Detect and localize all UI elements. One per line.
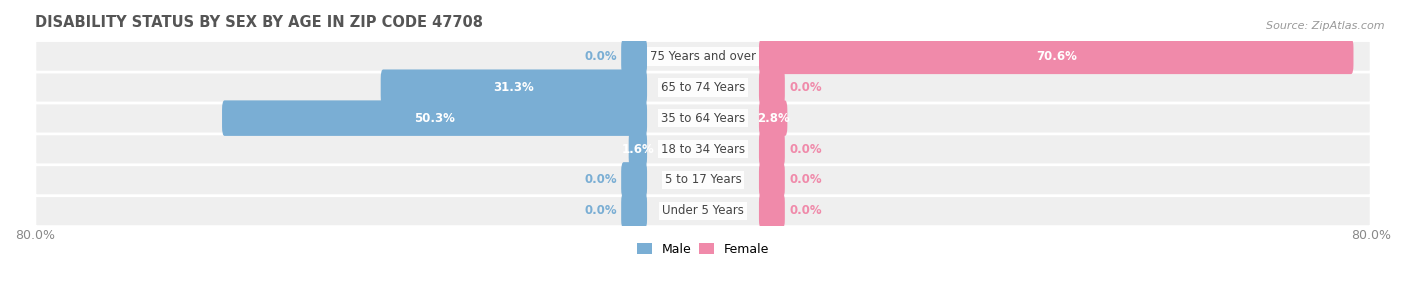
FancyBboxPatch shape [35, 195, 1371, 227]
FancyBboxPatch shape [628, 131, 647, 167]
Text: 1.6%: 1.6% [621, 142, 654, 156]
Text: 0.0%: 0.0% [585, 50, 617, 63]
FancyBboxPatch shape [759, 193, 785, 229]
FancyBboxPatch shape [35, 102, 1371, 134]
Text: 50.3%: 50.3% [415, 112, 456, 125]
Text: DISABILITY STATUS BY SEX BY AGE IN ZIP CODE 47708: DISABILITY STATUS BY SEX BY AGE IN ZIP C… [35, 15, 484, 30]
Text: Source: ZipAtlas.com: Source: ZipAtlas.com [1267, 21, 1385, 31]
FancyBboxPatch shape [759, 162, 785, 198]
Text: 0.0%: 0.0% [789, 204, 821, 217]
FancyBboxPatch shape [35, 164, 1371, 196]
FancyBboxPatch shape [222, 100, 647, 136]
Text: 5 to 17 Years: 5 to 17 Years [665, 174, 741, 186]
Text: 65 to 74 Years: 65 to 74 Years [661, 81, 745, 94]
Text: 31.3%: 31.3% [494, 81, 534, 94]
Text: 0.0%: 0.0% [789, 81, 821, 94]
Text: 0.0%: 0.0% [585, 204, 617, 217]
FancyBboxPatch shape [621, 162, 647, 198]
FancyBboxPatch shape [621, 38, 647, 74]
FancyBboxPatch shape [621, 193, 647, 229]
Text: 35 to 64 Years: 35 to 64 Years [661, 112, 745, 125]
FancyBboxPatch shape [35, 71, 1371, 103]
FancyBboxPatch shape [35, 41, 1371, 72]
Text: 75 Years and over: 75 Years and over [650, 50, 756, 63]
FancyBboxPatch shape [759, 70, 785, 105]
Text: 2.8%: 2.8% [756, 112, 790, 125]
Text: 0.0%: 0.0% [789, 174, 821, 186]
Text: 70.6%: 70.6% [1036, 50, 1077, 63]
Text: 18 to 34 Years: 18 to 34 Years [661, 142, 745, 156]
FancyBboxPatch shape [759, 131, 785, 167]
FancyBboxPatch shape [35, 133, 1371, 165]
FancyBboxPatch shape [759, 100, 787, 136]
Text: Under 5 Years: Under 5 Years [662, 204, 744, 217]
FancyBboxPatch shape [759, 38, 1354, 74]
Legend: Male, Female: Male, Female [631, 238, 775, 261]
Text: 0.0%: 0.0% [585, 174, 617, 186]
FancyBboxPatch shape [381, 70, 647, 105]
Text: 0.0%: 0.0% [789, 142, 821, 156]
